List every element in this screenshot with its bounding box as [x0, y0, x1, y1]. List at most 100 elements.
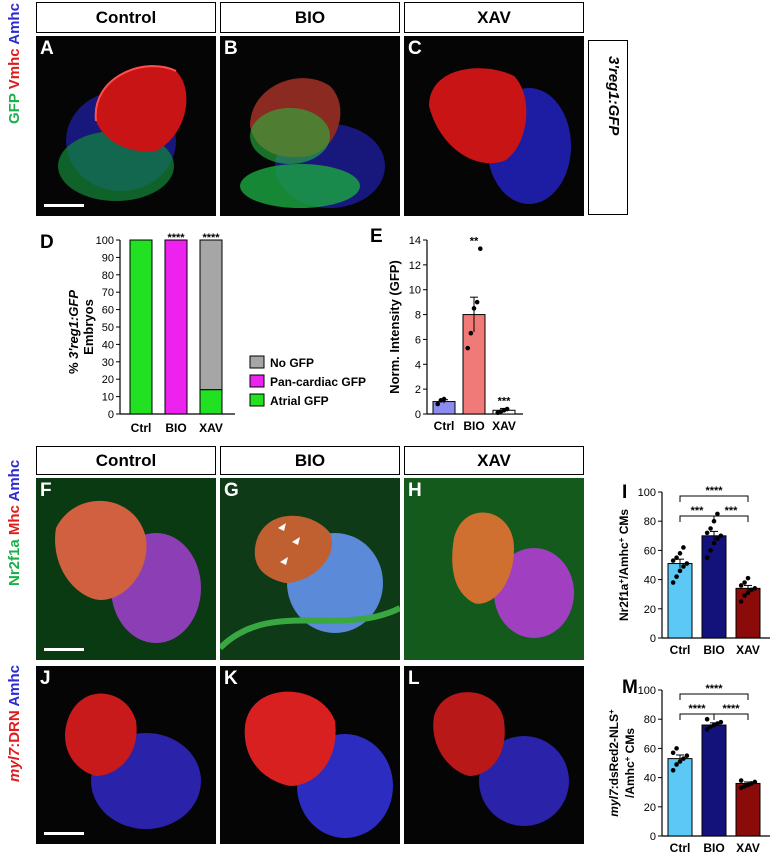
data-point: [477, 246, 483, 251]
x-tick-label: BIO: [463, 419, 484, 433]
header-text: Control: [95, 7, 157, 27]
y-axis-label-part: /Amhc: [623, 761, 637, 798]
y-tick-label: 50: [102, 322, 114, 334]
micrograph-panel-j: J: [36, 666, 216, 844]
header-text: BIO: [294, 7, 326, 27]
transgene-side-label: 3'reg1:GFP: [605, 56, 622, 135]
x-tick-label: BIO: [165, 421, 186, 435]
data-point: [681, 756, 686, 761]
stain-drn: :DRN: [6, 710, 23, 748]
stain-gfp: GFP: [6, 93, 23, 124]
data-point: [708, 526, 713, 531]
x-tick-label: BIO: [703, 643, 724, 657]
side-label-text: 3'reg1:GFP: [605, 56, 622, 136]
header-xav-row2: XAV: [404, 446, 584, 475]
panel-label-j: J: [40, 668, 51, 689]
y-tick-label: 20: [644, 802, 656, 814]
data-point: [745, 590, 751, 596]
data-point: [670, 558, 676, 563]
data-point: [670, 750, 676, 756]
header-xav-row1: XAV: [404, 2, 584, 33]
micrograph-panel-b: B: [220, 36, 400, 216]
y-tick-label: 60: [644, 545, 656, 557]
y-tick-label: 0: [108, 409, 114, 421]
x-tick-label: XAV: [199, 421, 223, 435]
panel-label-c: C: [408, 38, 422, 59]
x-tick-label: Ctrl: [670, 841, 691, 855]
header-control-row2: Control: [36, 446, 216, 475]
bar: [701, 724, 727, 837]
legend-label: Pan-cardiac GFP: [270, 375, 366, 389]
y-axis-label-part: +: [623, 756, 632, 761]
micrograph-panel-k: K: [220, 666, 400, 844]
data-point: [742, 593, 747, 598]
data-point: [718, 533, 724, 539]
y-tick-label: 10: [409, 285, 421, 297]
stacked-bar-segment: [129, 239, 153, 415]
chart-d: 0 10 20 30 40 50 60 70 80 90 100 Ctrl BIO **** XAV ****…: [66, 232, 366, 435]
scale-bar-j: [44, 832, 84, 835]
y-axis-label-part: 3'reg1:GFP: [66, 290, 81, 359]
arrowhead-marker: [280, 557, 288, 565]
scale-bar-f: [44, 648, 84, 651]
micrograph-panel-h: H: [404, 478, 584, 660]
panel-label-h: H: [408, 480, 422, 501]
y-tick-label: 90: [102, 252, 114, 264]
header-text: Control: [95, 450, 157, 470]
scale-bar-a: [44, 204, 84, 207]
panel-label-b: B: [224, 38, 238, 59]
y-tick-label: 60: [102, 305, 114, 317]
panel-label-i: I: [622, 482, 628, 503]
micrograph-panel-a: A: [36, 36, 216, 216]
stain-label-row3: myl7:DRN Amhc: [6, 665, 23, 782]
data-point: [681, 564, 686, 569]
heart-image-c: [429, 68, 571, 204]
y-axis-label-line2: /Amhc+ CMs: [623, 728, 638, 798]
y-axis-label-part: +: [617, 537, 626, 542]
chart-e: 0 2 4 6 8 10 12 14 Ctrl BIO ** XAV *** Norm. Intensit…: [387, 235, 523, 433]
header-bio-row2: BIO: [220, 446, 400, 475]
data-point: [715, 511, 720, 517]
significance-bracket: [679, 495, 749, 502]
data-point: [704, 716, 710, 722]
heart-image-f: [36, 478, 216, 660]
legend-label: Atrial GFP: [270, 394, 329, 408]
y-axis-label-part: :dsRed2-NLS: [607, 714, 621, 789]
bracket-label: ****: [688, 703, 706, 715]
data-point: [681, 545, 686, 550]
header-text: XAV: [477, 7, 511, 27]
heart-image-a: [58, 65, 187, 201]
y-tick-label: 80: [644, 516, 656, 528]
significance-label: ***: [498, 395, 512, 407]
data-point: [677, 759, 683, 764]
heart-image-b: [240, 78, 385, 208]
data-point: [441, 396, 447, 402]
stain-amhc: Amhc: [6, 459, 23, 502]
y-axis-label: Nr2f1a+/Amhc+ CMs: [617, 509, 632, 621]
legend-label: No GFP: [270, 356, 314, 370]
y-axis-label-part: myl7: [607, 788, 621, 817]
data-point: [677, 551, 683, 556]
data-point: [468, 330, 474, 336]
y-tick-label: 100: [96, 235, 114, 247]
panel-label-k: K: [224, 668, 238, 689]
bracket-label: ***: [691, 505, 705, 517]
stain-nr2f1a: Nr2f1a: [6, 539, 23, 586]
data-point: [674, 746, 679, 751]
stain-mhc: Mhc: [6, 505, 23, 536]
data-point: [742, 580, 747, 585]
bar: [735, 587, 761, 639]
y-tick-label: 80: [644, 714, 656, 726]
heart-image-j: [65, 693, 201, 829]
chart-m: 0 20 40 60 80 100 Ctrl BIO XAV **** **** **** myl7:d…: [607, 683, 770, 855]
heart-image-k: [244, 691, 393, 838]
x-tick-label: XAV: [736, 841, 760, 855]
significance-label: **: [470, 236, 479, 248]
header-text: BIO: [294, 450, 326, 470]
data-point: [674, 555, 679, 560]
y-axis-label: % 3'reg1:GFP: [66, 290, 81, 374]
data-point: [684, 753, 690, 758]
legend-swatch: [249, 393, 265, 407]
y-tick-label: 8: [415, 310, 421, 322]
